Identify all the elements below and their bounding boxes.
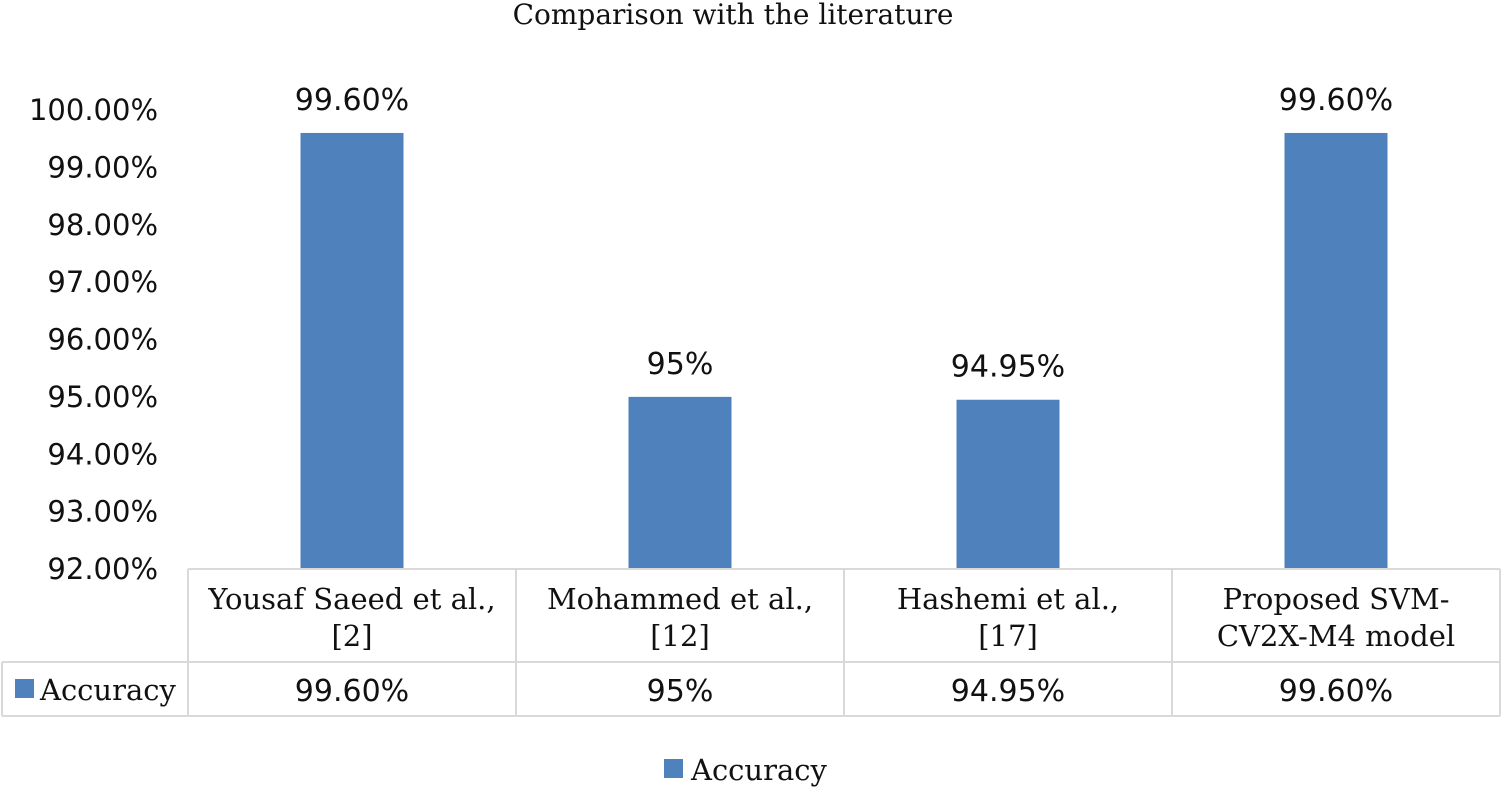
table-value: 99.60% <box>1279 674 1393 709</box>
bar-data-label: 95% <box>647 347 714 382</box>
y-tick-label: 98.00% <box>47 208 158 242</box>
y-tick-label: 97.00% <box>47 265 158 299</box>
y-axis-ticks: 92.00% 93.00% 94.00% 95.00% 96.00% 97.00% 98.0… <box>29 93 158 586</box>
y-tick-label: 99.00% <box>47 150 158 184</box>
table-legend-swatch <box>15 679 34 698</box>
chart-title: Comparison with the literature <box>513 0 954 31</box>
table-value: 99.60% <box>295 674 409 709</box>
legend: Accuracy <box>664 753 827 787</box>
y-tick-label: 93.00% <box>47 495 158 529</box>
legend-label: Accuracy <box>690 753 827 787</box>
bar-data-label: 99.60% <box>1279 83 1393 118</box>
x-category-label: Yousaf Saeed et al., [2] <box>207 582 495 653</box>
bar-data-label: 94.95% <box>951 350 1065 385</box>
bar <box>1284 132 1388 569</box>
legend-swatch <box>664 759 683 778</box>
x-category-label: Mohammed et al., [12] <box>547 582 813 653</box>
x-category-label: Proposed SVM-CV2X-M4 model <box>1217 582 1455 653</box>
y-tick-label: 100.00% <box>29 93 158 127</box>
y-tick-label: 96.00% <box>47 323 158 357</box>
y-tick-label: 95.00% <box>47 380 158 414</box>
table-series-label: Accuracy <box>39 673 176 707</box>
y-tick-label: 92.00% <box>47 552 158 586</box>
data-labels: 99.60% 95% 94.95% 99.60% <box>295 83 1393 385</box>
table-value: 95% <box>647 674 714 709</box>
bar <box>956 399 1060 569</box>
bars <box>300 132 1388 569</box>
data-table: Yousaf Saeed et al., [2] Mohammed et al.,[… <box>1 568 1501 717</box>
bar-data-label: 99.60% <box>295 83 409 118</box>
table-value: 94.95% <box>951 674 1065 709</box>
bar <box>300 132 404 569</box>
bar <box>628 396 732 569</box>
x-category-label: Hashemi et al., [17] <box>897 582 1119 653</box>
y-tick-label: 94.00% <box>47 437 158 471</box>
